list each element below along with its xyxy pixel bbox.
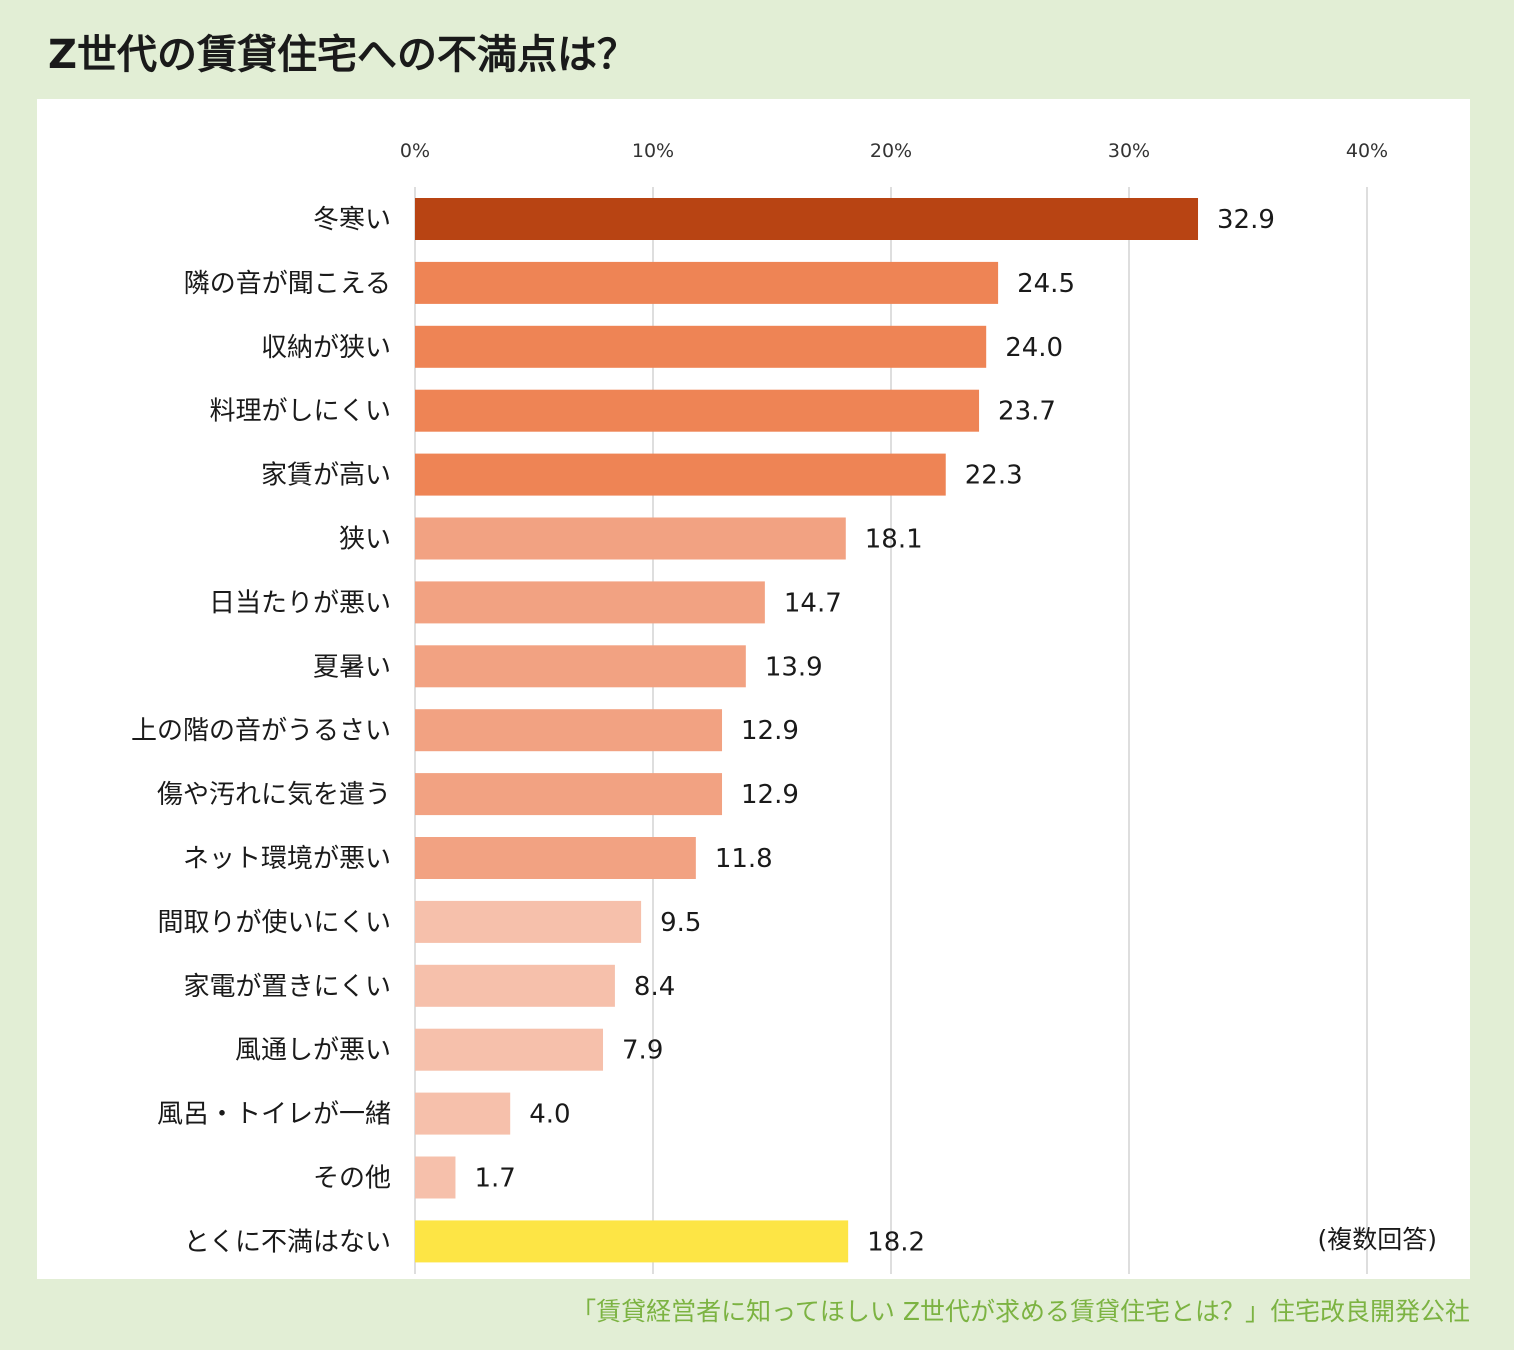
bar bbox=[415, 1220, 849, 1263]
category-label: とくに不満はない bbox=[184, 1227, 391, 1257]
data-label: 24.0 bbox=[1005, 333, 1063, 363]
bar bbox=[415, 198, 1199, 240]
data-label: 22.3 bbox=[965, 461, 1023, 491]
data-label: 4.0 bbox=[529, 1100, 570, 1130]
data-label: 13.9 bbox=[765, 652, 823, 682]
data-label: 8.4 bbox=[634, 972, 675, 1002]
multiple-answer-note: (複数回答) bbox=[1317, 1225, 1437, 1254]
x-tick-label: 40% bbox=[1346, 140, 1388, 162]
category-label: 隣の音が聞こえる bbox=[184, 269, 391, 299]
data-label: 18.1 bbox=[865, 525, 923, 555]
category-label: 家賃が高い bbox=[261, 461, 391, 491]
category-label: 風呂・トイレが一緒 bbox=[157, 1100, 391, 1130]
source-credit: 「賃貸経営者に知ってほしい Z世代が求める賃貸住宅とは？」住宅改良開発公社 bbox=[571, 1297, 1470, 1326]
data-label: 32.9 bbox=[1217, 205, 1275, 235]
bar bbox=[415, 773, 723, 816]
data-label: 11.8 bbox=[715, 844, 773, 874]
x-tick-label: 0% bbox=[400, 140, 430, 162]
bar bbox=[415, 325, 987, 368]
bar bbox=[415, 581, 765, 624]
category-label: その他 bbox=[313, 1164, 391, 1194]
category-label: 風通しが悪い bbox=[235, 1036, 391, 1066]
bar bbox=[415, 709, 723, 752]
bar bbox=[415, 453, 946, 496]
chart-title: Z世代の賃貸住宅への不満点は？ bbox=[48, 32, 638, 78]
x-tick-label: 10% bbox=[632, 140, 674, 162]
category-label: ネット環境が悪い bbox=[183, 844, 391, 874]
data-label: 24.5 bbox=[1017, 269, 1075, 299]
category-label: 傷や汚れに気を遣う bbox=[157, 780, 391, 810]
data-label: 9.5 bbox=[660, 908, 701, 938]
bar bbox=[415, 261, 999, 304]
category-label: 家電が置きにくい bbox=[184, 972, 391, 1002]
bar bbox=[415, 645, 746, 688]
bar bbox=[415, 517, 846, 560]
category-label: 冬寒い bbox=[313, 205, 391, 235]
category-label: 狭い bbox=[339, 525, 391, 555]
chart-panel: 0% 10% 20% 30% 40% 冬寒い 32.9 隣の音が聞こえる 24.5 収納が狭い 24… bbox=[37, 99, 1470, 1279]
bar-chart: 0% 10% 20% 30% 40% 冬寒い 32.9 隣の音が聞こえる 24.5 収納が狭い 24… bbox=[131, 140, 1437, 1274]
bar bbox=[415, 1028, 604, 1071]
bar bbox=[415, 1092, 511, 1135]
x-tick-label: 20% bbox=[870, 140, 912, 162]
data-label: 12.9 bbox=[741, 716, 799, 746]
category-label: 間取りが使いにくい bbox=[158, 908, 391, 938]
bar bbox=[415, 900, 642, 943]
bar bbox=[415, 964, 615, 1007]
category-label: 夏暑い bbox=[313, 652, 391, 682]
category-label: 日当たりが悪い bbox=[209, 588, 391, 618]
data-label: 7.9 bbox=[622, 1036, 663, 1066]
data-label: 18.2 bbox=[867, 1227, 925, 1257]
data-label: 12.9 bbox=[741, 780, 799, 810]
category-label: 料理がしにくい bbox=[210, 397, 391, 427]
category-label: 上の階の音がうるさい bbox=[131, 716, 391, 746]
category-label: 収納が狭い bbox=[261, 333, 391, 363]
data-label: 23.7 bbox=[998, 397, 1056, 427]
x-tick-label: 30% bbox=[1108, 140, 1150, 162]
data-label: 1.7 bbox=[474, 1164, 515, 1194]
data-label: 14.7 bbox=[784, 588, 842, 618]
bar bbox=[415, 389, 980, 432]
bar bbox=[415, 1156, 456, 1199]
bar bbox=[415, 837, 696, 879]
